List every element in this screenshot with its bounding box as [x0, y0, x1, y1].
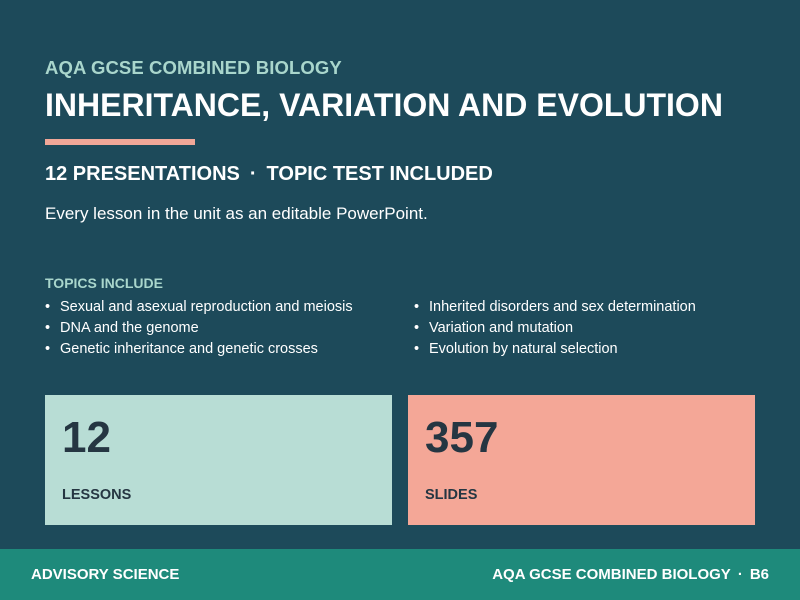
- bullet-icon: •: [414, 320, 420, 336]
- footer-bar: ADVISORY SCIENCE AQA GCSE COMBINED BIOLO…: [0, 549, 800, 600]
- summary-line: 12 PRESENTATIONS · TOPIC TEST INCLUDED: [45, 163, 493, 186]
- lessons-label: LESSONS: [62, 487, 132, 503]
- bullet-icon: •: [45, 299, 51, 315]
- topic-label: Evolution by natural selection: [429, 341, 618, 357]
- topics-heading: TOPICS INCLUDE: [45, 275, 163, 291]
- page-title: INHERITANCE, VARIATION AND EVOLUTION: [45, 87, 723, 123]
- lessons-count: 12: [62, 413, 111, 462]
- list-item: • Variation and mutation: [414, 318, 696, 339]
- list-item: • Genetic inheritance and genetic crosses: [45, 339, 353, 360]
- footer-separator: ·: [737, 566, 743, 583]
- description: Every lesson in the unit as an editable …: [45, 204, 428, 223]
- title-accent-divider: [45, 139, 195, 145]
- topic-label: DNA and the genome: [60, 320, 199, 336]
- topics-list-left: • Sexual and asexual reproduction and mei…: [45, 297, 353, 360]
- bullet-icon: •: [45, 341, 51, 357]
- list-item: • Sexual and asexual reproduction and mei…: [45, 297, 353, 318]
- summary-separator: ·: [249, 163, 257, 185]
- footer-course: AQA GCSE COMBINED BIOLOGY: [492, 566, 731, 583]
- bullet-icon: •: [414, 299, 420, 315]
- list-item: • Inherited disorders and sex determinati…: [414, 297, 696, 318]
- footer-code: B6: [749, 566, 769, 583]
- topic-label: Sexual and asexual reproduction and meio…: [60, 299, 353, 315]
- course-kicker: AQA GCSE COMBINED BIOLOGY: [45, 57, 342, 78]
- brand-name: ADVISORY SCIENCE: [31, 566, 180, 583]
- footer-course-code: AQA GCSE COMBINED BIOLOGY · B6: [492, 566, 769, 583]
- presentations-count: 12 PRESENTATIONS: [45, 163, 240, 185]
- topics-list-right: • Inherited disorders and sex determinati…: [414, 297, 696, 360]
- topic-label: Genetic inheritance and genetic crosses: [60, 341, 318, 357]
- list-item: • Evolution by natural selection: [414, 339, 696, 360]
- bullet-icon: •: [414, 341, 420, 357]
- list-item: • DNA and the genome: [45, 318, 353, 339]
- topic-test-note: TOPIC TEST INCLUDED: [266, 163, 493, 185]
- topic-label: Inherited disorders and sex determinatio…: [429, 299, 696, 315]
- bullet-icon: •: [45, 320, 51, 336]
- lessons-stat-card: 12 LESSONS: [45, 395, 392, 525]
- topic-label: Variation and mutation: [429, 320, 574, 336]
- slides-stat-card: 357 SLIDES: [408, 395, 755, 525]
- slides-label: SLIDES: [425, 487, 478, 503]
- slides-count: 357: [425, 413, 499, 462]
